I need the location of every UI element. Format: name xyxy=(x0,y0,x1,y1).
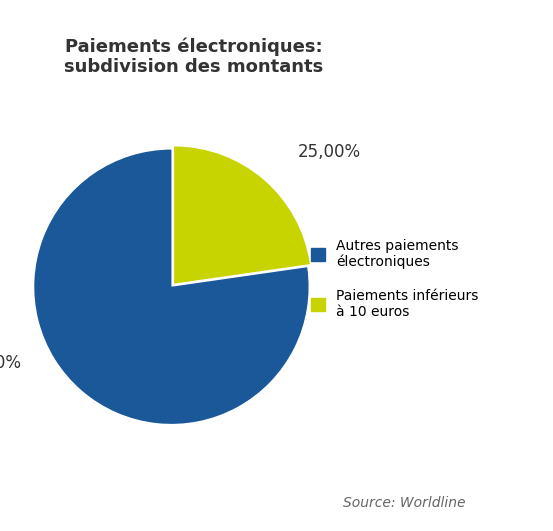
Legend: Autres paiements
électroniques, Paiements inférieurs
à 10 euros: Autres paiements électroniques, Paiement… xyxy=(311,238,478,319)
Text: 85,00%: 85,00% xyxy=(0,354,22,372)
Text: Source: Worldline: Source: Worldline xyxy=(343,496,466,510)
Wedge shape xyxy=(34,150,309,424)
Text: Paiements électroniques:
subdivision des montants: Paiements électroniques: subdivision des… xyxy=(64,37,323,76)
Text: 25,00%: 25,00% xyxy=(298,143,361,161)
Wedge shape xyxy=(174,147,310,284)
